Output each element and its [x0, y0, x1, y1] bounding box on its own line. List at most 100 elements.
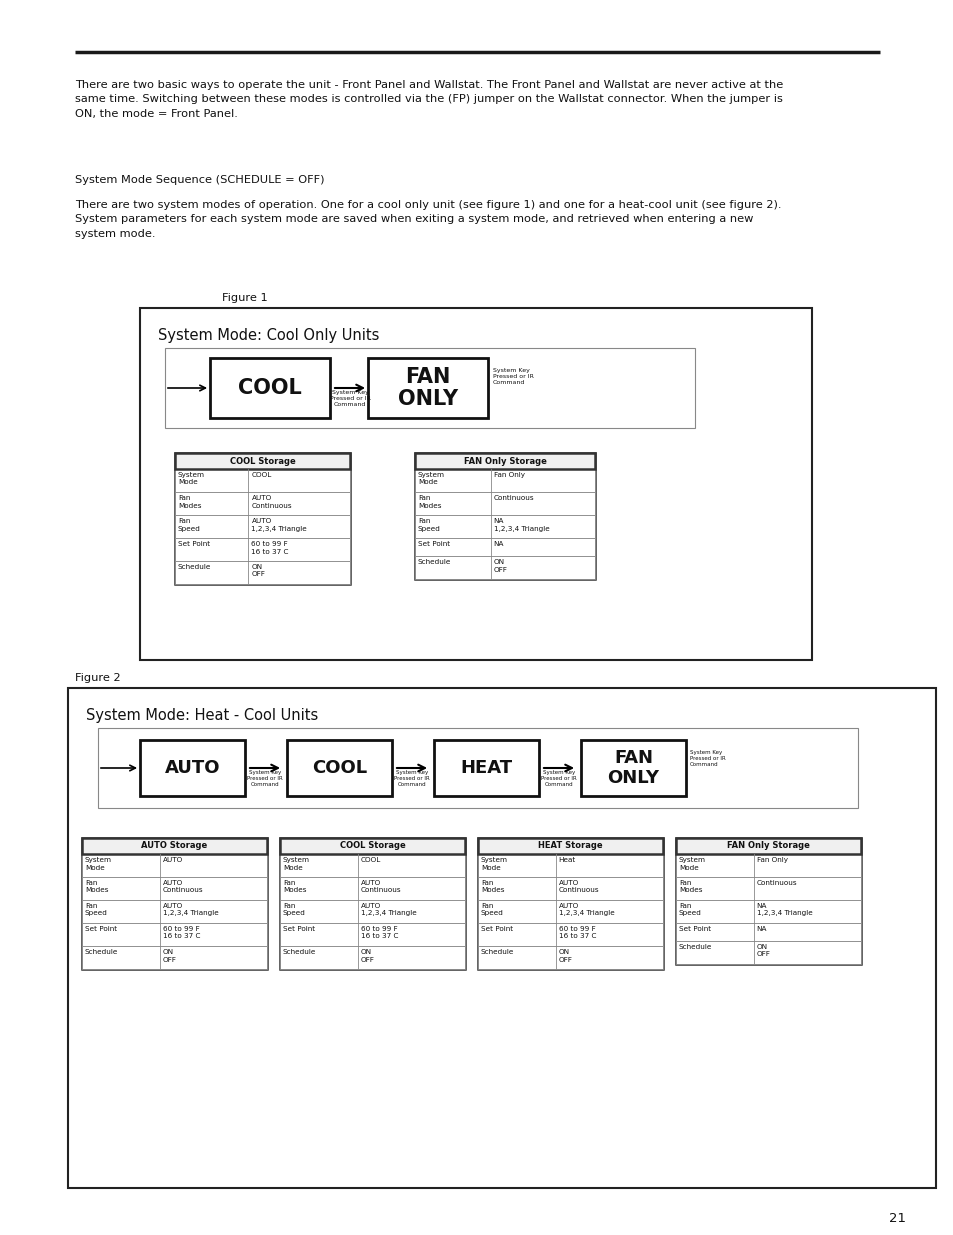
Text: COOL Storage: COOL Storage: [230, 457, 295, 466]
Bar: [676, 941, 861, 965]
Text: System
Mode: System Mode: [480, 857, 507, 871]
Bar: [477, 839, 662, 853]
Text: Fan
Modes: Fan Modes: [417, 495, 441, 509]
Text: Fan
Modes: Fan Modes: [480, 881, 504, 893]
Text: Fan
Speed: Fan Speed: [85, 903, 108, 916]
Text: Fan
Speed: Fan Speed: [178, 517, 201, 531]
Bar: [676, 853, 861, 877]
Bar: [82, 839, 267, 853]
Text: 21: 21: [888, 1212, 905, 1225]
Bar: [82, 900, 267, 923]
Bar: [415, 556, 595, 579]
Text: There are two basic ways to operate the unit - Front Panel and Wallstat. The Fro: There are two basic ways to operate the …: [75, 80, 782, 119]
Text: Set Point: Set Point: [283, 926, 314, 932]
Bar: [174, 492, 350, 515]
Text: AUTO
Continuous: AUTO Continuous: [558, 881, 598, 893]
Bar: [140, 740, 245, 797]
Text: AUTO
1,2,3,4 Triangle: AUTO 1,2,3,4 Triangle: [558, 903, 614, 916]
Text: AUTO
Continuous: AUTO Continuous: [360, 881, 401, 893]
Text: Set Point: Set Point: [178, 541, 210, 547]
Text: System Key
Pressed or IR
Command: System Key Pressed or IR Command: [493, 368, 534, 384]
Text: Set Point: Set Point: [679, 926, 710, 932]
Bar: [82, 839, 267, 969]
Bar: [434, 740, 538, 797]
Bar: [368, 358, 488, 417]
Text: 60 to 99 F
16 to 37 C: 60 to 99 F 16 to 37 C: [360, 926, 397, 940]
Text: HEAT: HEAT: [460, 760, 512, 777]
Text: ON
OFF: ON OFF: [493, 559, 507, 573]
Text: ON
OFF: ON OFF: [558, 948, 572, 962]
Text: System Key
Pressed or IR
Command: System Key Pressed or IR Command: [540, 769, 577, 787]
Text: FAN
ONLY: FAN ONLY: [397, 367, 457, 409]
Text: System Key
Pressed or IR
Command: System Key Pressed or IR Command: [329, 390, 370, 406]
Text: System Key
Pressed or IR
Command: System Key Pressed or IR Command: [394, 769, 430, 787]
Bar: [477, 877, 662, 900]
Text: Schedule: Schedule: [178, 564, 212, 571]
Text: ON
OFF: ON OFF: [252, 564, 265, 578]
Text: FAN
ONLY: FAN ONLY: [607, 750, 659, 787]
Bar: [174, 469, 350, 492]
Text: ON
OFF: ON OFF: [360, 948, 375, 962]
Text: Fan
Modes: Fan Modes: [178, 495, 201, 509]
Text: There are two system modes of operation. One for a cool only unit (see figure 1): There are two system modes of operation.…: [75, 200, 781, 238]
Bar: [280, 946, 464, 969]
Text: FAN Only Storage: FAN Only Storage: [463, 457, 546, 466]
Bar: [82, 923, 267, 946]
Text: Schedule: Schedule: [85, 948, 118, 955]
Text: Schedule: Schedule: [417, 559, 451, 564]
Text: Schedule: Schedule: [480, 948, 514, 955]
Bar: [676, 839, 861, 853]
Text: Schedule: Schedule: [283, 948, 316, 955]
Text: COOL: COOL: [238, 378, 301, 398]
Bar: [140, 308, 811, 659]
Text: Schedule: Schedule: [679, 944, 712, 950]
Bar: [68, 688, 935, 1188]
Text: FAN Only Storage: FAN Only Storage: [726, 841, 809, 851]
Text: 60 to 99 F
16 to 37 C: 60 to 99 F 16 to 37 C: [558, 926, 596, 940]
Text: System
Mode: System Mode: [283, 857, 310, 871]
Bar: [477, 839, 662, 969]
Text: AUTO
1,2,3,4 Triangle: AUTO 1,2,3,4 Triangle: [360, 903, 416, 916]
Bar: [676, 839, 861, 965]
Text: Figure 2: Figure 2: [75, 673, 120, 683]
Bar: [82, 946, 267, 969]
Bar: [174, 538, 350, 561]
Text: AUTO
Continuous: AUTO Continuous: [252, 495, 292, 509]
Text: AUTO
1,2,3,4 Triangle: AUTO 1,2,3,4 Triangle: [163, 903, 218, 916]
Text: NA: NA: [756, 926, 766, 932]
Text: AUTO: AUTO: [165, 760, 220, 777]
Text: Fan
Speed: Fan Speed: [480, 903, 503, 916]
Bar: [174, 453, 350, 469]
Bar: [415, 453, 595, 469]
Text: Fan Only: Fan Only: [493, 472, 524, 478]
Bar: [98, 727, 857, 808]
Text: System
Mode: System Mode: [417, 472, 444, 485]
Text: ON
OFF: ON OFF: [756, 944, 770, 957]
Bar: [676, 877, 861, 900]
Text: System
Mode: System Mode: [178, 472, 205, 485]
Text: NA
1,2,3,4 Triangle: NA 1,2,3,4 Triangle: [493, 517, 549, 531]
Bar: [415, 538, 595, 556]
Text: Set Point: Set Point: [417, 541, 450, 547]
Text: System Mode: Cool Only Units: System Mode: Cool Only Units: [158, 329, 379, 343]
Bar: [280, 839, 464, 853]
Text: Fan
Modes: Fan Modes: [85, 881, 109, 893]
Bar: [210, 358, 330, 417]
Text: System Mode Sequence (SCHEDULE = OFF): System Mode Sequence (SCHEDULE = OFF): [75, 175, 324, 185]
Text: Set Point: Set Point: [85, 926, 117, 932]
Text: System Mode: Heat - Cool Units: System Mode: Heat - Cool Units: [86, 708, 318, 722]
Bar: [174, 561, 350, 584]
Text: System
Mode: System Mode: [85, 857, 112, 871]
Text: AUTO Storage: AUTO Storage: [141, 841, 208, 851]
Text: Heat: Heat: [558, 857, 576, 863]
Text: COOL: COOL: [312, 760, 367, 777]
Text: Set Point: Set Point: [480, 926, 513, 932]
Text: HEAT Storage: HEAT Storage: [537, 841, 602, 851]
Text: Fan
Speed: Fan Speed: [417, 517, 440, 531]
Bar: [676, 923, 861, 941]
Text: COOL: COOL: [252, 472, 272, 478]
Bar: [280, 839, 464, 969]
Bar: [174, 515, 350, 538]
Bar: [477, 923, 662, 946]
Bar: [165, 348, 695, 429]
